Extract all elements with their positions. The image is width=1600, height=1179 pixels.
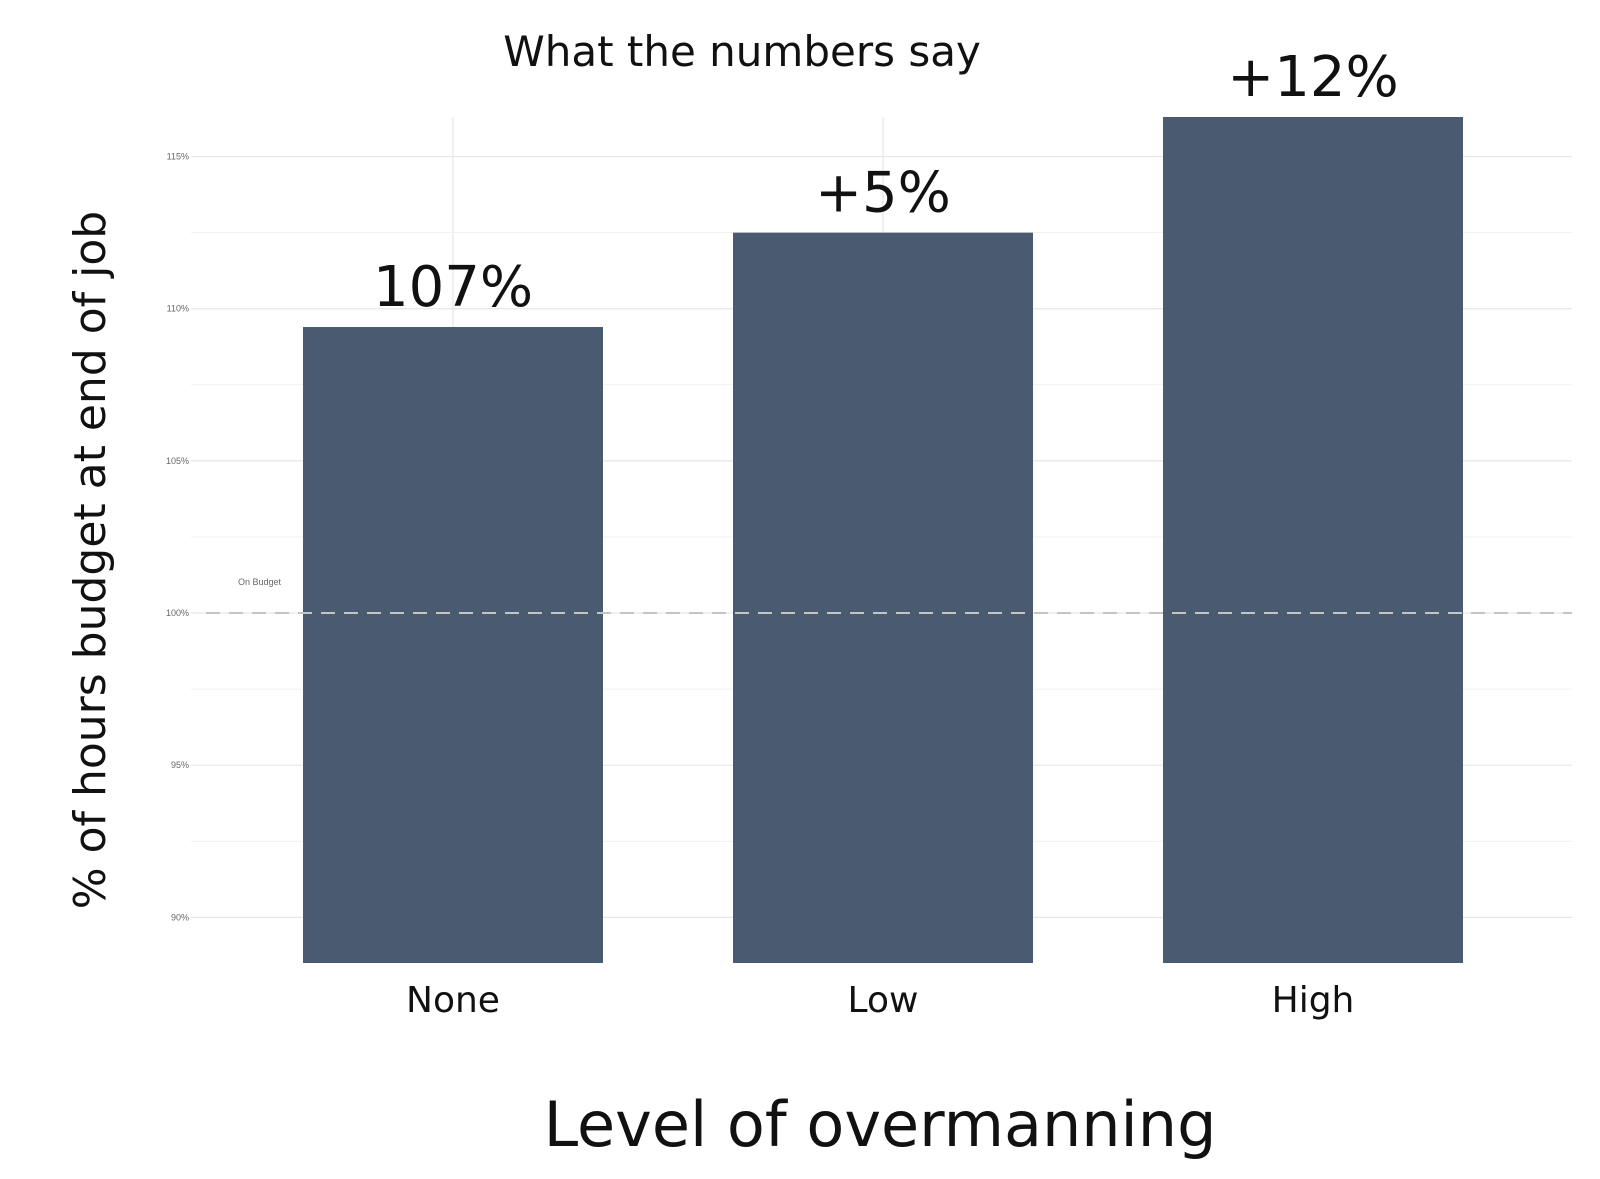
x-tick-label-high: High	[1272, 980, 1355, 1021]
y-axis-title: % of hours budget at end of job	[65, 211, 116, 909]
bar-high	[1163, 117, 1463, 963]
bar-none	[303, 326, 603, 964]
data-label-none: 107%	[373, 255, 533, 320]
reference-line-group: On Budget	[206, 577, 1572, 615]
x-axis-title: Level of overmanning	[544, 1088, 1217, 1161]
data-label-low: +5%	[815, 161, 951, 226]
reference-line-label: On Budget	[238, 577, 282, 587]
y-tick-labels: 90% 95% 100% 105% 110% 115%	[166, 152, 189, 923]
y-tick-label-2: 100%	[166, 608, 189, 618]
y-tick-label-5: 115%	[167, 152, 189, 162]
data-label-high: +12%	[1227, 45, 1398, 110]
bar-low	[733, 232, 1033, 964]
category-labels: None Low High	[406, 980, 1354, 1021]
x-tick-label-low: Low	[848, 980, 919, 1021]
chart-title: What the numbers say	[503, 27, 981, 76]
x-tick-label-none: None	[406, 980, 500, 1021]
y-tick-label-4: 110%	[167, 304, 189, 314]
y-tick-label-3: 105%	[166, 456, 189, 466]
y-tick-label-0: 90%	[171, 912, 189, 922]
bars	[303, 117, 1463, 964]
y-tick-label-1: 95%	[171, 760, 189, 770]
data-labels: 107% +5% +12%	[373, 45, 1399, 320]
